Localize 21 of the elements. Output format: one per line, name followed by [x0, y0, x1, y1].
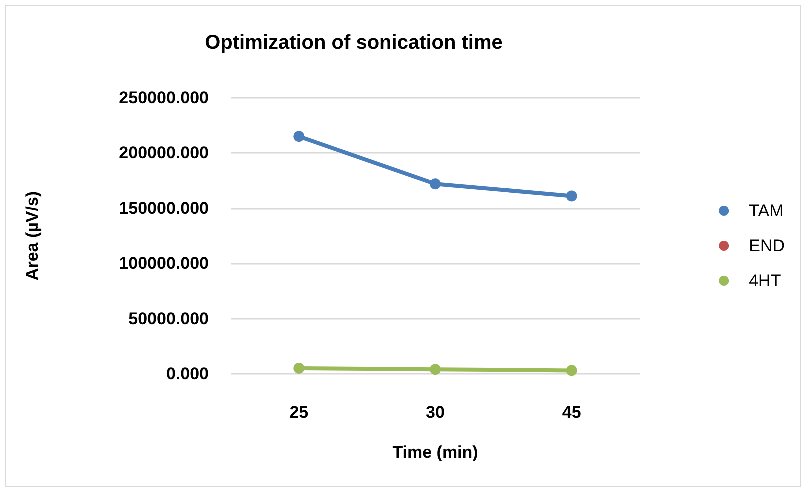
x-axis-title: Time (min): [392, 443, 478, 462]
y-tick-label: 0.000: [166, 364, 209, 384]
legend-label: 4HT: [749, 272, 782, 290]
legend-label: TAM: [749, 202, 784, 220]
y-tick-label: 200000.000: [119, 144, 209, 163]
y-tick-label: 100000.000: [119, 254, 209, 274]
point: [566, 190, 578, 202]
x-tick-label: 45: [562, 403, 582, 422]
point: [566, 365, 578, 376]
y-axis-title: Area (µV/s): [23, 191, 42, 281]
point: [294, 131, 305, 142]
y-tick-label: 250000.000: [119, 88, 209, 108]
point: [430, 364, 441, 376]
y-tick-label: 150000.000: [119, 198, 209, 218]
chart-title: Optimization of sonication time: [205, 32, 503, 54]
point: [294, 362, 305, 374]
x-tick-label: 25: [290, 403, 309, 422]
y-tick-label: 50000.000: [128, 309, 209, 328]
point: [430, 178, 441, 190]
x-tick-label: 30: [426, 403, 445, 422]
legend-label: END: [749, 236, 786, 256]
